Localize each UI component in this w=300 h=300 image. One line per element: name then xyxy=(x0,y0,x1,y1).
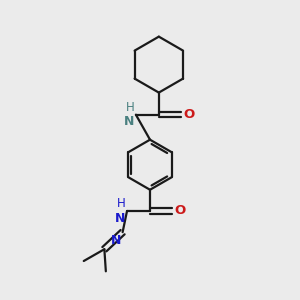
Text: O: O xyxy=(183,108,194,121)
Text: O: O xyxy=(174,205,185,218)
Text: H: H xyxy=(117,197,126,210)
Text: N: N xyxy=(115,212,126,224)
Text: N: N xyxy=(124,115,134,128)
Text: H: H xyxy=(126,101,134,114)
Text: N: N xyxy=(111,234,121,247)
